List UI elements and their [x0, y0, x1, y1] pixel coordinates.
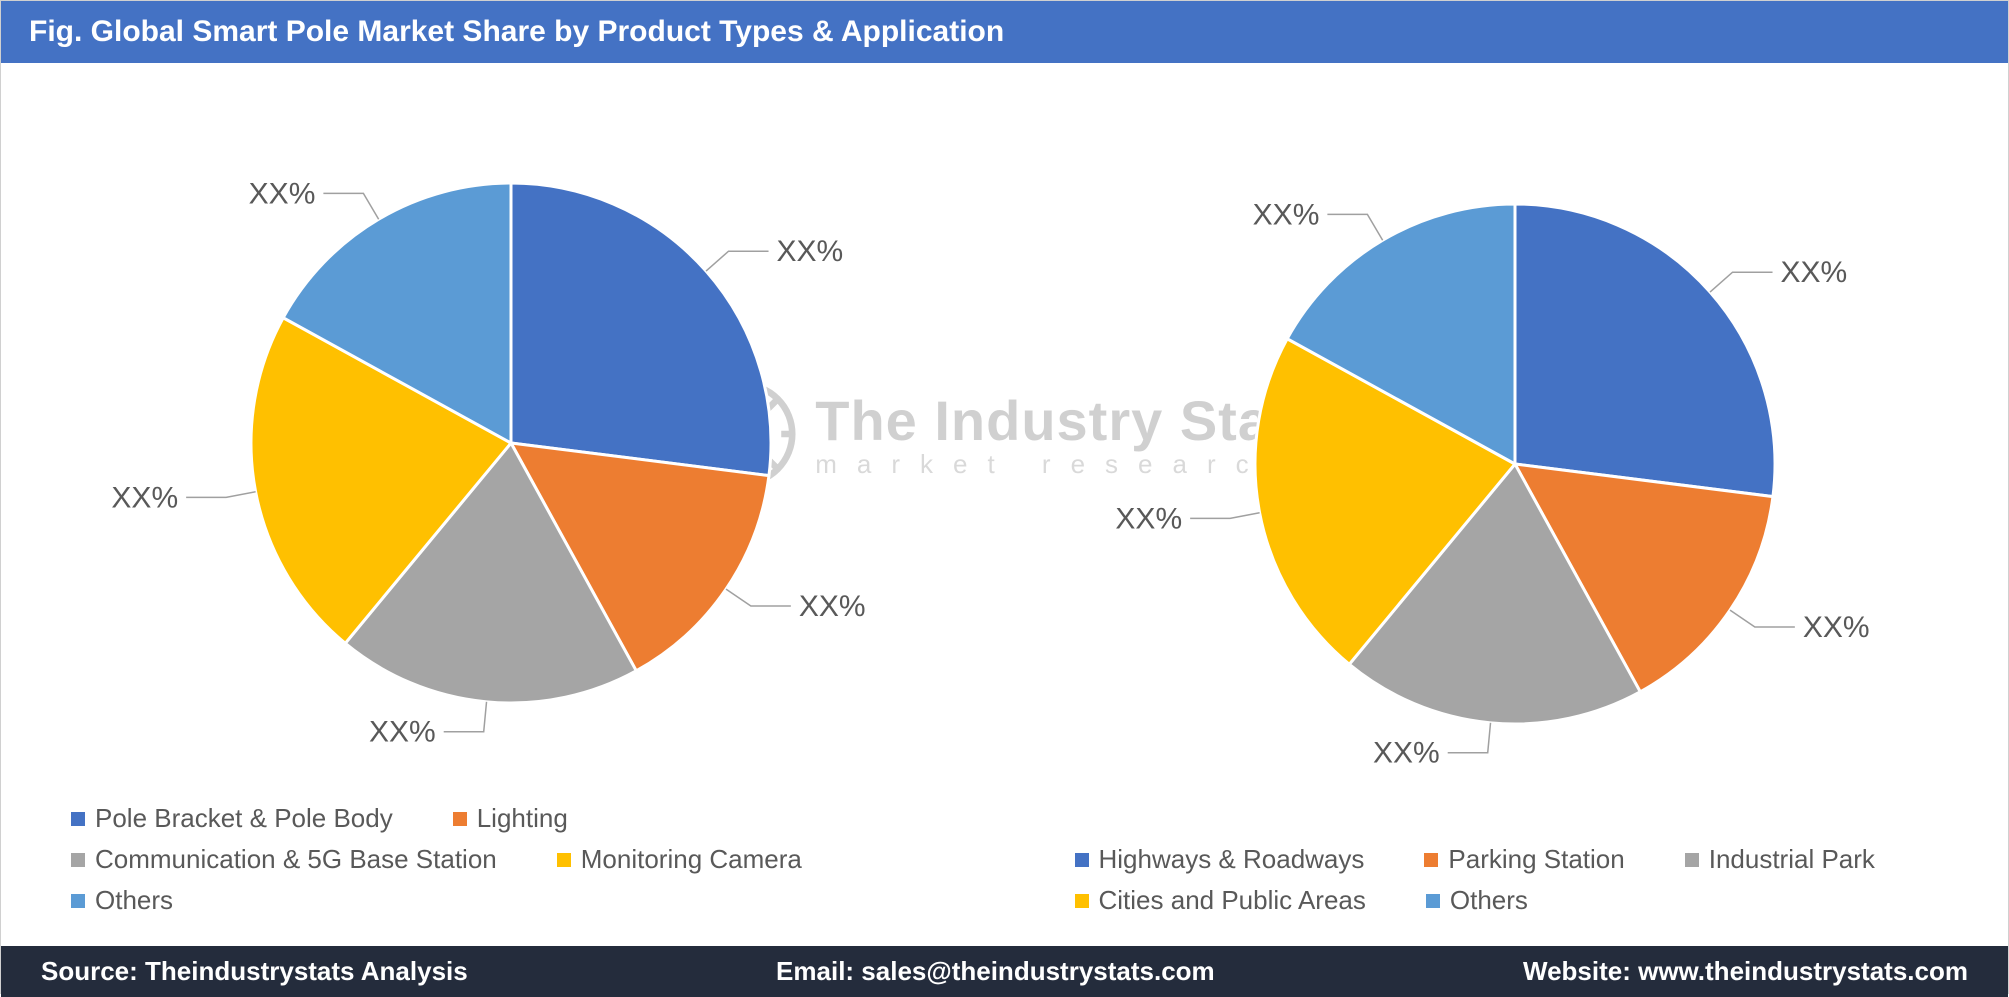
figure-title: Fig. Global Smart Pole Market Share by P… — [29, 15, 1004, 48]
footer-email: Email: sales@theindustrystats.com — [776, 956, 1215, 987]
leader-line — [1447, 722, 1490, 752]
pie-data-label: XX% — [1802, 611, 1869, 644]
leader-line — [1190, 512, 1259, 518]
leader-line — [186, 492, 255, 498]
footer-website: Website: www.theindustrystats.com — [1523, 956, 1968, 987]
legend-label: Communication & 5G Base Station — [95, 844, 497, 875]
legend-item: Highways & Roadways — [1075, 844, 1365, 875]
pie-data-label: XX% — [799, 590, 866, 623]
legend-swatch — [1426, 894, 1440, 908]
legend-item: Cities and Public Areas — [1075, 885, 1366, 916]
legend-label: Others — [1450, 885, 1528, 916]
legend-label: Parking Station — [1448, 844, 1624, 875]
figure-container: Fig. Global Smart Pole Market Share by P… — [0, 0, 2009, 994]
legend-item: Parking Station — [1424, 844, 1624, 875]
legend-swatch — [1685, 853, 1699, 867]
pie-left-wrap: XX% XX% XX% XX% XX% — [41, 93, 965, 793]
pie-slice — [511, 183, 771, 476]
pie-data-label: XX% — [1373, 736, 1440, 769]
pie-data-label: XX% — [1115, 502, 1182, 535]
legend-item: Communication & 5G Base Station — [71, 844, 497, 875]
legend-swatch — [71, 853, 85, 867]
legend-label: Monitoring Camera — [581, 844, 802, 875]
leader-line — [1327, 214, 1382, 240]
chart-panel-right: XX% XX% XX% XX% XX% Highways & Roadways Parki… — [1005, 63, 2009, 946]
legend-swatch — [1075, 853, 1089, 867]
legend-label: Others — [95, 885, 173, 916]
legend-item: Industrial Park — [1685, 844, 1875, 875]
pie-data-label: XX% — [1252, 198, 1319, 231]
pie-chart-left: XX% XX% XX% XX% XX% — [41, 93, 965, 793]
legend-swatch — [1075, 894, 1089, 908]
legend-item: Lighting — [453, 803, 568, 834]
legend-label: Pole Bracket & Pole Body — [95, 803, 393, 834]
footer-source: Source: Theindustrystats Analysis — [41, 956, 468, 987]
legend-label: Cities and Public Areas — [1099, 885, 1366, 916]
figure-title-bar: Fig. Global Smart Pole Market Share by P… — [1, 1, 2008, 63]
leader-line — [444, 702, 487, 732]
leader-line — [323, 193, 378, 219]
pie-data-label: XX% — [111, 481, 178, 514]
legend-label: Lighting — [477, 803, 568, 834]
chart-panel-left: XX% XX% XX% XX% XX% Pole Bracket & Pole Body… — [1, 63, 1005, 946]
legend-swatch — [71, 812, 85, 826]
legend-label: Highways & Roadways — [1099, 844, 1365, 875]
leader-line — [1730, 610, 1795, 627]
pie-data-label: XX% — [1780, 256, 1847, 289]
legend-swatch — [1424, 853, 1438, 867]
legend-item: Monitoring Camera — [557, 844, 802, 875]
leader-line — [1710, 272, 1773, 292]
pie-data-label: XX% — [249, 177, 316, 210]
legend-swatch — [557, 853, 571, 867]
legend-item: Others — [1426, 885, 1528, 916]
leader-line — [726, 589, 791, 606]
legend-item: Pole Bracket & Pole Body — [71, 803, 393, 834]
pie-slice — [1515, 204, 1775, 497]
legend-swatch — [71, 894, 85, 908]
leader-line — [706, 251, 769, 271]
legend-swatch — [453, 812, 467, 826]
legend-right: Highways & Roadways Parking Station Indust… — [1045, 834, 1969, 936]
pie-data-label: XX% — [777, 235, 844, 268]
chart-area: The Industry Stats market research XX%XX… — [1, 63, 2008, 946]
pie-chart-right: XX% XX% XX% XX% XX% — [1045, 114, 1969, 814]
legend-label: Industrial Park — [1709, 844, 1875, 875]
legend-item: Others — [71, 885, 173, 916]
pie-data-label: XX% — [369, 716, 436, 749]
pie-right-wrap: XX% XX% XX% XX% XX% — [1045, 93, 1969, 834]
legend-left: Pole Bracket & Pole Body Lighting Communic… — [41, 793, 941, 936]
footer-bar: Source: Theindustrystats Analysis Email:… — [1, 946, 2008, 997]
